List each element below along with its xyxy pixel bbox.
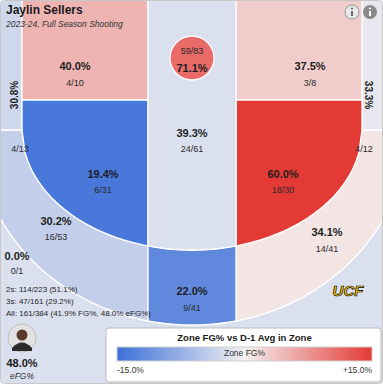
rim-zone xyxy=(170,36,214,80)
zone-shots-label: 14/41 xyxy=(316,244,339,254)
zone-shots-label: 4/12 xyxy=(355,144,373,154)
headshot-bg xyxy=(8,324,36,352)
zone-pct-label: 71.1% xyxy=(176,62,207,74)
colorbar xyxy=(117,347,372,361)
headshot-body xyxy=(12,343,32,352)
zones xyxy=(0,0,383,384)
zone-shots-label: 59/83 xyxy=(181,46,204,56)
zone-shots-label: 0/1 xyxy=(11,266,24,276)
icon-glyph xyxy=(369,7,371,9)
logo: UCF xyxy=(333,282,365,299)
icon-circle xyxy=(363,5,377,19)
zone-shots-label: 3/8 xyxy=(304,78,317,88)
chart-container: 71.1% 39.3% 40.0% 37.5% 19.4% 60.0% 22.0% 30.8%… xyxy=(0,0,383,384)
efg-caption: eFG% xyxy=(10,371,35,381)
zone-pct-label: 37.5% xyxy=(294,60,325,72)
shot-chart-svg: 71.1% 39.3% 40.0% 37.5% 19.4% 60.0% 22.0% 30.8%… xyxy=(0,0,383,384)
subtitle: 2023-24, Full Season Shooting xyxy=(5,19,123,29)
zone xyxy=(148,246,236,325)
zone-labels: 71.1% 39.3% 40.0% 37.5% 19.4% 60.0% 22.0% 30.8%… xyxy=(4,46,374,313)
zone xyxy=(148,0,236,250)
icon xyxy=(363,5,377,19)
colorbar-label: Zone FG% xyxy=(224,348,266,358)
zone-shots-label: 18/30 xyxy=(272,185,295,195)
efg-value: 48.0% xyxy=(6,357,37,369)
zone xyxy=(236,0,362,100)
icon-circle xyxy=(345,5,359,19)
zone-pct-label: 40.0% xyxy=(59,60,90,72)
icon xyxy=(345,5,359,19)
zone-pct-label: 34.1% xyxy=(311,226,342,238)
zone-pct-label: 30.2% xyxy=(40,215,71,227)
zone-pct-label: 22.0% xyxy=(176,285,207,297)
colorbar-tick-label: +15.0% xyxy=(343,365,373,375)
headshot xyxy=(8,324,36,352)
zone-pct-label: 0.0% xyxy=(4,250,29,262)
frame xyxy=(1,1,383,384)
zone-pct-label: 39.3% xyxy=(176,127,207,139)
zone-pct-label: 60.0% xyxy=(267,168,298,180)
annotations: 2s: 114/223 (51.1%) 3s: 47/161 (29.2%) All… xyxy=(6,285,151,318)
annotation: 2s: 114/223 (51.1%) xyxy=(6,285,78,294)
annotation: 3s: 47/161 (29.2%) xyxy=(6,297,74,306)
zone-shots-label: 4/13 xyxy=(11,144,29,154)
zone-shots-label: 16/53 xyxy=(45,232,68,242)
legend-title: Zone FG% vs D-1 Avg in Zone xyxy=(177,332,311,343)
icon-glyph xyxy=(351,11,353,16)
headshot-head xyxy=(17,330,28,341)
zone-pct-label: 30.8% xyxy=(9,81,20,109)
zone-pct-label: 19.4% xyxy=(87,168,118,180)
zone-shots-label: 9/41 xyxy=(183,303,201,313)
legend-box xyxy=(106,328,381,382)
zone xyxy=(236,100,362,246)
colorbar-tick-label: -15.0% xyxy=(117,365,144,375)
title: Jaylin Sellers xyxy=(6,3,83,17)
legend: Zone FG% vs D-1 Avg in Zone Zone FG% -15.0… xyxy=(106,328,381,382)
zone-shots-label: 6/31 xyxy=(94,185,112,195)
annotation: All: 161/384 (41.9% FG%, 48.0% eFG%) xyxy=(6,309,151,318)
icon-glyph xyxy=(369,11,371,16)
zone xyxy=(22,100,148,246)
zone-shots-label: 4/10 xyxy=(66,78,84,88)
zone-pct-label: 33.3% xyxy=(363,81,374,109)
icon-glyph xyxy=(351,7,353,9)
zone-shots-label: 24/61 xyxy=(181,144,204,154)
zone xyxy=(362,0,383,130)
